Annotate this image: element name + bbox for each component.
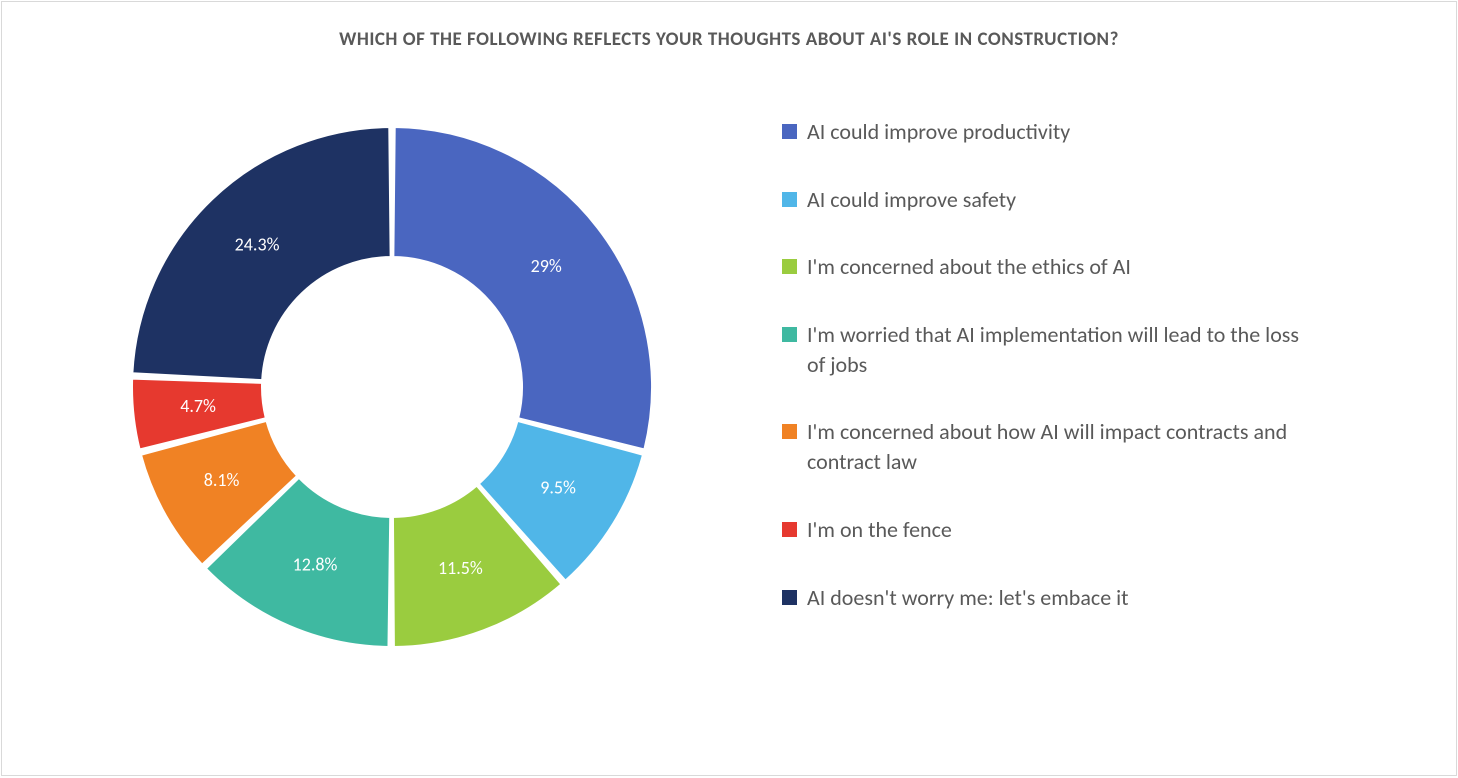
legend-label: I'm worried that AI implementation will … bbox=[807, 320, 1317, 379]
legend-swatch bbox=[782, 327, 797, 342]
legend-item: I'm on the fence bbox=[782, 515, 1402, 545]
legend-swatch bbox=[782, 522, 797, 537]
legend-item: AI could improve productivity bbox=[782, 117, 1402, 147]
legend-swatch bbox=[782, 124, 797, 139]
legend-swatch bbox=[782, 590, 797, 605]
legend-label: I'm concerned about the ethics of AI bbox=[807, 252, 1131, 282]
legend-label: AI doesn't worry me: let's embace it bbox=[807, 583, 1129, 613]
donut-slice-label: 29% bbox=[531, 255, 562, 277]
donut-slice-label: 12.8% bbox=[293, 553, 338, 575]
legend-label: I'm on the fence bbox=[807, 515, 952, 545]
legend-item: AI doesn't worry me: let's embace it bbox=[782, 583, 1402, 613]
legend-label: AI could improve safety bbox=[807, 185, 1016, 215]
donut-slice bbox=[393, 127, 652, 449]
legend-item: AI could improve safety bbox=[782, 185, 1402, 215]
chart-frame: WHICH OF THE FOLLOWING REFLECTS YOUR THO… bbox=[1, 1, 1457, 776]
donut-slice-label: 9.5% bbox=[540, 477, 576, 499]
donut-slice-label: 8.1% bbox=[204, 469, 240, 491]
legend-label: I'm concerned about how AI will impact c… bbox=[807, 417, 1317, 476]
donut-slice-label: 24.3% bbox=[235, 234, 280, 256]
legend-label: AI could improve productivity bbox=[807, 117, 1070, 147]
legend-item: I'm concerned about the ethics of AI bbox=[782, 252, 1402, 282]
legend-swatch bbox=[782, 259, 797, 274]
donut-slice-label: 4.7% bbox=[180, 395, 216, 417]
chart-legend: AI could improve productivity AI could im… bbox=[782, 117, 1402, 650]
chart-title: WHICH OF THE FOLLOWING REFLECTS YOUR THO… bbox=[2, 28, 1456, 51]
legend-item: I'm concerned about how AI will impact c… bbox=[782, 417, 1402, 476]
donut-chart: 29% 9.5% 11.5% 12.8% 8.1% 4.7% 24.3% bbox=[112, 107, 672, 667]
legend-item: I'm worried that AI implementation will … bbox=[782, 320, 1402, 379]
legend-swatch bbox=[782, 424, 797, 439]
donut-slice-label: 11.5% bbox=[438, 557, 483, 579]
legend-swatch bbox=[782, 192, 797, 207]
